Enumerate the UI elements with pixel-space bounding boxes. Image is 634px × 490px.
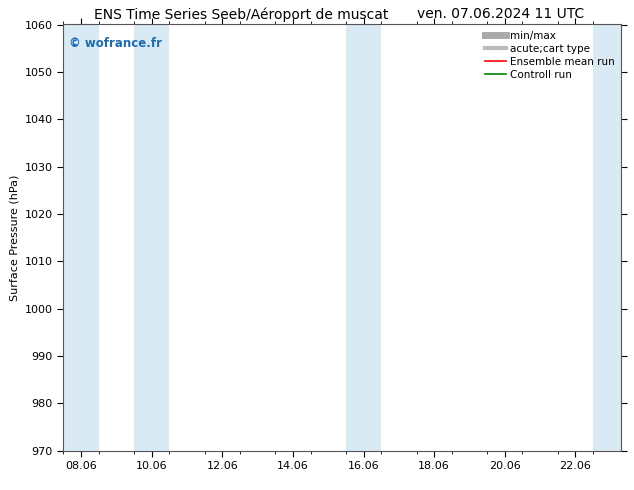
Legend: min/max, acute;cart type, Ensemble mean run, Controll run: min/max, acute;cart type, Ensemble mean … <box>481 26 619 84</box>
Bar <box>63 24 99 451</box>
Bar <box>593 24 621 451</box>
Text: ven. 07.06.2024 11 UTC: ven. 07.06.2024 11 UTC <box>417 7 585 22</box>
Text: © wofrance.fr: © wofrance.fr <box>69 37 162 50</box>
Y-axis label: Surface Pressure (hPa): Surface Pressure (hPa) <box>10 174 19 301</box>
Text: ENS Time Series Seeb/Aéroport de muscat: ENS Time Series Seeb/Aéroport de muscat <box>94 7 388 22</box>
Bar <box>346 24 381 451</box>
Bar <box>134 24 169 451</box>
